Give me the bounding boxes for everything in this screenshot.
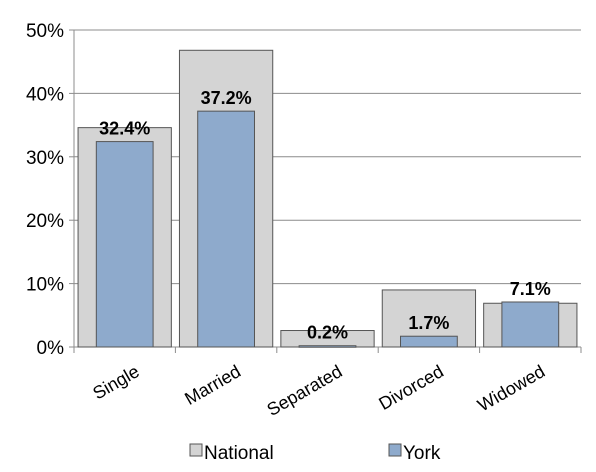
data-label-york-widowed: 7.1%	[510, 279, 551, 299]
bar-york-divorced	[400, 335, 458, 348]
y-tick-label: 40%	[26, 84, 64, 105]
data-label-york-separated: 0.2%	[307, 323, 348, 343]
legend: National York	[189, 443, 441, 464]
data-label-york-single: 32.4%	[99, 119, 150, 139]
data-label-york-married: 37.2%	[201, 88, 252, 108]
y-tick-label: 50%	[26, 21, 64, 42]
data-label-york-divorced: 1.7%	[408, 313, 449, 333]
x-category-label: Separated	[264, 361, 346, 420]
legend-swatch-national	[189, 443, 203, 457]
y-tick-label: 20%	[26, 211, 64, 232]
legend-label-york: York	[403, 443, 441, 464]
y-tick-label: 10%	[26, 275, 64, 296]
x-category-label: Divorced	[375, 361, 447, 414]
bar-york-widowed	[501, 301, 560, 348]
bar-york-single	[95, 141, 154, 348]
legend-swatch-york	[388, 443, 402, 457]
legend-label-national: National	[204, 443, 274, 464]
y-tick-label: 0%	[37, 338, 65, 359]
x-category-label: Widowed	[474, 361, 548, 415]
x-category-label: Single	[89, 361, 142, 403]
data-labels: 32.4% 37.2% 0.2% 1.7% 7.1%	[99, 88, 551, 343]
x-category-label: Married	[181, 361, 244, 409]
y-tick-label: 30%	[26, 148, 64, 169]
bars	[77, 49, 578, 348]
bar-york-married	[197, 110, 255, 348]
bar-york-separated	[298, 345, 357, 348]
